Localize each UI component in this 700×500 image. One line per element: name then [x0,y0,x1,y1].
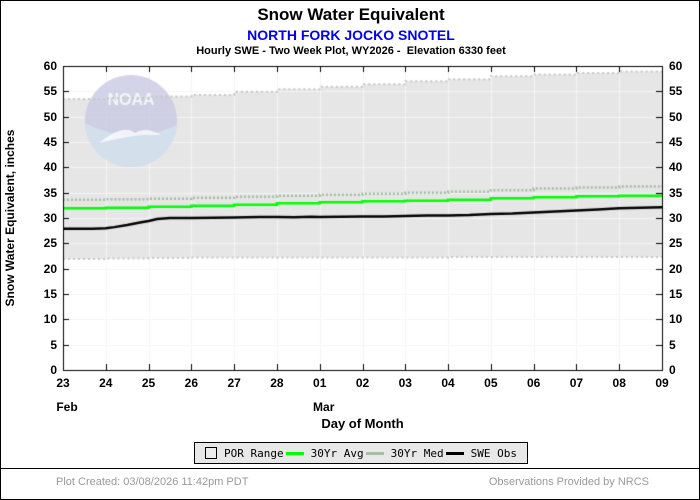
x-tick-label: 09 [655,376,669,390]
por-range-swatch-icon [205,447,217,459]
y-tick-label-right: 0 [669,363,676,377]
y-tick-label-left: 20 [43,261,57,276]
legend-label: POR Range [224,446,284,460]
x-tick-label: 23 [56,376,70,390]
y-axis-label: Snow Water Equivalent, inches [3,129,17,307]
legend-item-por-range: POR Range [205,447,284,460]
avg-line-swatch-icon [285,451,304,455]
x-tick-label: 01 [313,376,327,390]
station-title: NORTH FORK JOCKO SNOTEL [247,27,455,43]
y-tick-label-right: 5 [669,337,676,352]
legend-item-30yr-avg: 30Yr Avg [285,446,364,460]
legend-label: 30Yr Avg [310,446,364,460]
legend: POR Range 30Yr Avg 30Yr Med SWE Obs [194,442,528,464]
x-tick-label: 24 [99,376,113,390]
y-tick-label-left: 40 [43,160,57,175]
legend-item-swe-obs: SWE Obs [445,446,517,460]
footer-divider [1,468,699,469]
x-tick-label: 26 [184,376,199,390]
legend-item-30yr-med: 30Yr Med [365,446,444,460]
y-tick-label-left: 10 [43,312,57,327]
plot-subtitle: Hourly SWE - Two Week Plot, WY2026 - Ele… [196,45,506,57]
y-tick-label-right: 20 [669,261,683,276]
x-tick-label: 05 [484,376,498,390]
y-tick-label-left: 5 [50,337,57,352]
x-tick-label: 25 [141,376,156,390]
month-label: Mar [313,400,335,414]
y-tick-label-right: 50 [669,109,683,124]
y-tick-label-right: 40 [669,160,683,175]
y-tick-label-left: 15 [43,287,57,301]
y-tick-label-right: 60 [669,59,683,73]
observations-credit: Observations Provided by NRCS [488,476,649,488]
y-tick-label-right: 15 [669,287,683,301]
swe-chart-canvas [1,1,699,441]
y-tick-label-left: 60 [43,59,57,73]
y-tick-label-left: 55 [43,84,57,99]
x-tick-label: 07 [569,376,584,390]
y-tick-label-left: 0 [50,363,57,377]
x-tick-label: 28 [270,376,284,390]
x-tick-label: 06 [526,376,541,390]
y-tick-label-right: 25 [669,236,683,251]
y-tick-label-right: 35 [669,185,683,200]
y-tick-label-left: 35 [43,185,57,200]
y-tick-label-right: 45 [669,135,683,149]
y-tick-label-right: 55 [669,84,683,99]
x-tick-label: 08 [612,376,626,390]
med-line-swatch-icon [365,451,384,455]
obs-line-swatch-icon [445,451,464,455]
y-tick-label-left: 25 [43,236,57,251]
y-tick-label-right: 30 [669,211,683,225]
legend-label: 30Yr Med [390,446,444,460]
x-tick-label: 02 [355,376,370,390]
legend-label: SWE Obs [470,446,517,460]
x-tick-label: 04 [441,376,455,390]
x-axis-label: Day of Month [321,416,404,431]
y-tick-label-left: 50 [43,109,57,124]
y-tick-label-right: 10 [669,312,683,327]
page-title: Snow Water Equivalent [257,5,445,24]
plot-created-timestamp: Plot Created: 03/08/2026 11:42pm PDT [56,476,249,488]
y-tick-label-left: 45 [43,135,57,149]
x-tick-label: 03 [398,376,412,390]
x-tick-label: 27 [227,376,241,390]
month-label: Feb [56,400,78,414]
y-tick-label-left: 30 [43,211,57,225]
